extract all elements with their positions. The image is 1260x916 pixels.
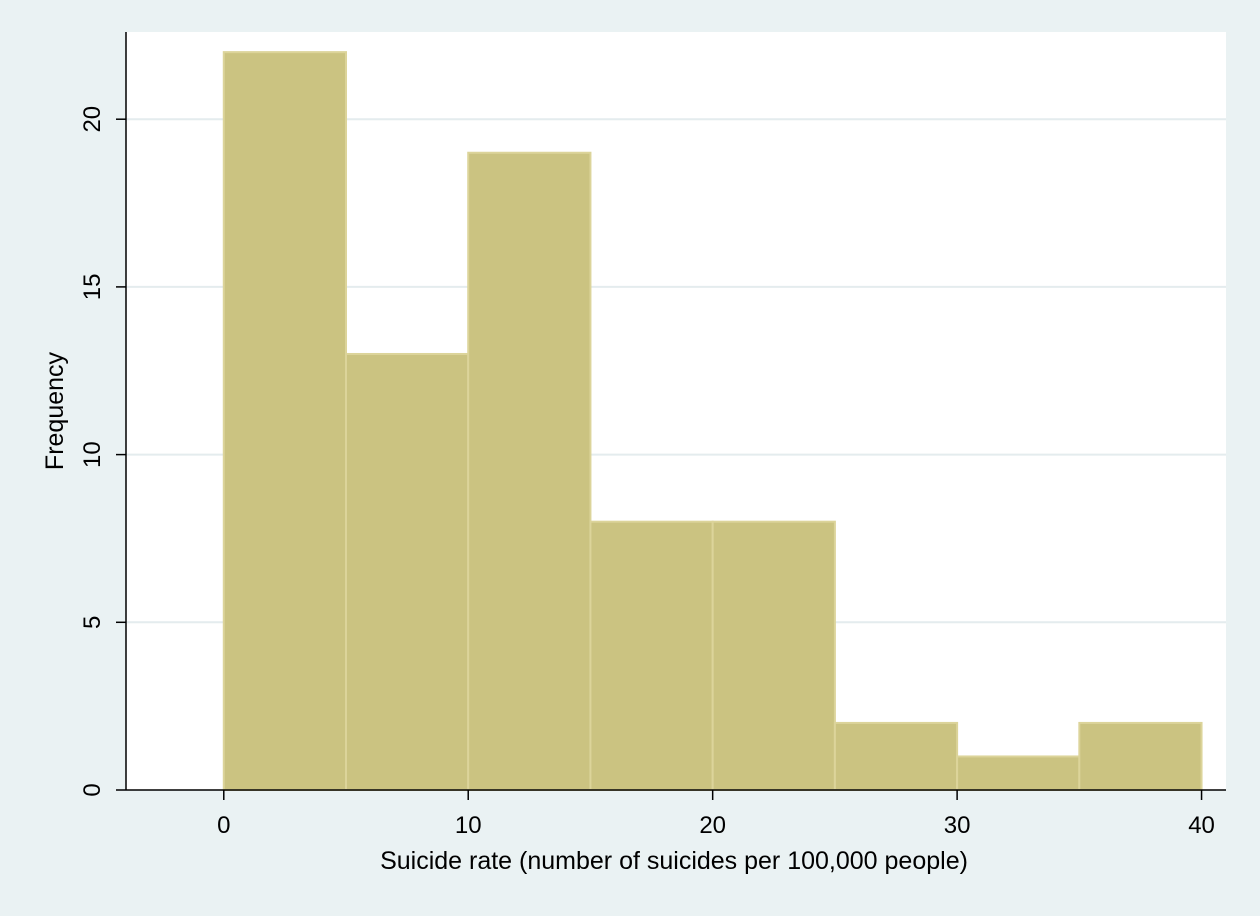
y-tick-label: 20: [79, 106, 106, 133]
histogram-bar: [345, 352, 470, 791]
y-tick-label: 10: [79, 441, 106, 468]
bars: [222, 51, 1203, 792]
y-tick-label: 0: [79, 783, 106, 796]
axes: [125, 32, 1226, 791]
y-axis-title: Frequency: [41, 351, 69, 470]
x-tick-label: 20: [699, 812, 726, 839]
x-tick-label: 40: [1188, 812, 1215, 839]
x-tick-label: 10: [455, 812, 482, 839]
histogram-bar: [711, 520, 836, 791]
x-tick-label: 0: [217, 812, 230, 839]
histogram-bar: [589, 520, 714, 791]
histogram-bar: [222, 51, 347, 791]
histogram-bar: [467, 151, 592, 792]
histogram-bar: [833, 721, 959, 791]
y-tick-label: 15: [79, 274, 106, 301]
y-tick-label: 5: [79, 616, 106, 629]
x-axis-title: Suicide rate (number of suicides per 100…: [380, 847, 968, 875]
y-axis-ticks: 0 5 10 15 20: [79, 106, 126, 797]
histogram-bar: [956, 755, 1081, 792]
x-axis-ticks: 0 10 20 30 40: [217, 790, 1215, 839]
histogram-bar: [1078, 721, 1203, 791]
x-tick-label: 30: [944, 812, 971, 839]
